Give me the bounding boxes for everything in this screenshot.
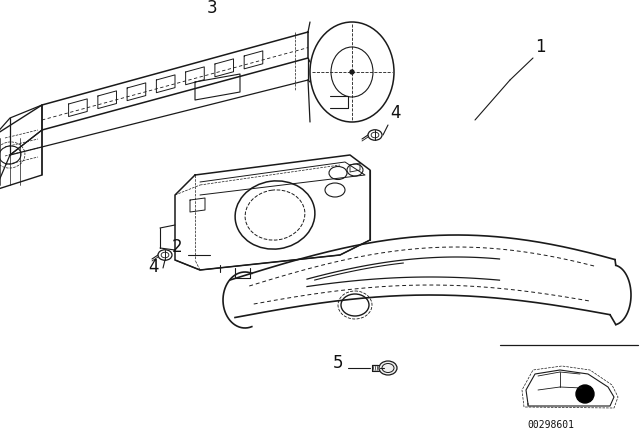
Text: 4: 4 [390, 104, 401, 122]
Text: 1: 1 [535, 38, 546, 56]
Circle shape [576, 385, 594, 403]
Text: 5: 5 [333, 354, 344, 372]
Text: 00298601: 00298601 [527, 420, 574, 430]
Circle shape [350, 70, 354, 74]
Text: 4: 4 [148, 258, 159, 276]
Text: 2: 2 [172, 238, 182, 256]
Ellipse shape [379, 361, 397, 375]
Text: 3: 3 [207, 0, 218, 17]
